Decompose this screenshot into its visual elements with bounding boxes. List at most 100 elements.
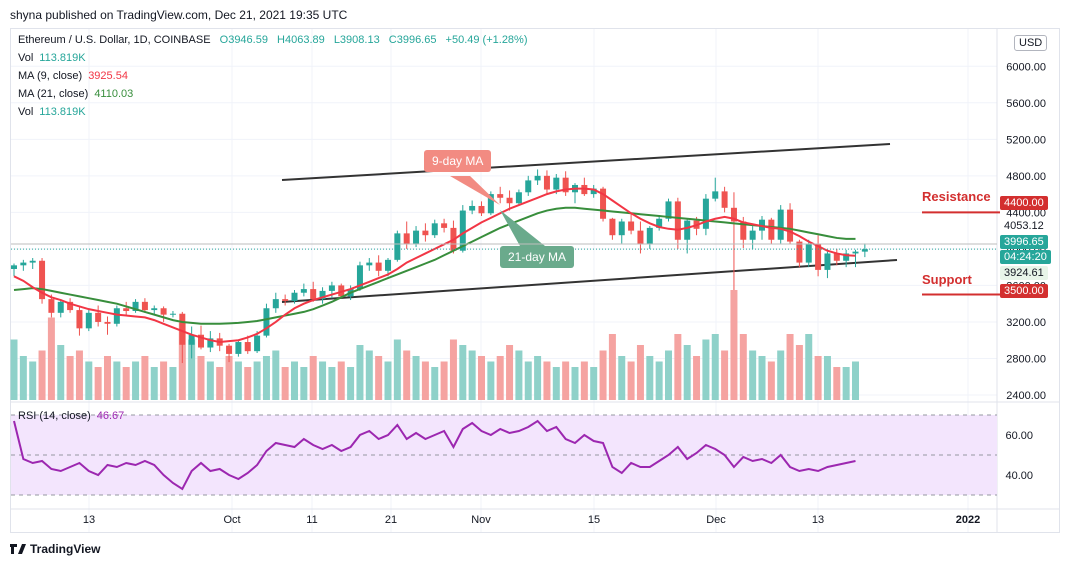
- volume-bar: [319, 361, 327, 400]
- volume-bar: [823, 356, 831, 400]
- volume-bar: [674, 334, 682, 400]
- candle-body: [553, 177, 560, 190]
- volume-bar: [758, 356, 766, 400]
- support-label: Support: [922, 272, 972, 287]
- volume-bar: [403, 350, 411, 400]
- volume-bar: [711, 334, 719, 400]
- candle-body: [515, 192, 522, 204]
- candle-body: [48, 299, 55, 313]
- candle-body: [254, 335, 261, 352]
- legend-volume[interactable]: Vol 113.819K: [18, 52, 86, 64]
- volume-bar: [272, 350, 280, 400]
- tradingview-logo[interactable]: TradingView: [10, 542, 100, 556]
- y-tick-label: 5200.00: [1006, 134, 1046, 146]
- candle-body: [403, 233, 410, 245]
- volume-bar: [730, 290, 738, 400]
- volume-bar: [169, 367, 177, 400]
- candle-body: [141, 301, 148, 311]
- candle-body: [852, 251, 859, 254]
- candle-body: [824, 253, 831, 270]
- candle-body: [487, 194, 494, 214]
- x-tick-label: 13: [83, 514, 95, 526]
- ma21-label: MA (21, close): [18, 88, 89, 100]
- volume-bar: [814, 356, 822, 400]
- candle-body: [366, 262, 373, 266]
- candle-body: [730, 207, 737, 222]
- x-tick-label: 21: [385, 514, 397, 526]
- volume-bar: [777, 350, 785, 400]
- ohlc-open: O3946.59: [219, 34, 268, 46]
- candle-body: [861, 249, 868, 252]
- volume-bar: [38, 350, 46, 400]
- volume-bar: [627, 361, 635, 400]
- volume-bar: [431, 367, 439, 400]
- tradingview-text: TradingView: [30, 542, 101, 556]
- volume-bar: [655, 361, 663, 400]
- tradingview-icon: [10, 544, 26, 554]
- candle-body: [207, 338, 214, 348]
- volume-bar: [739, 334, 747, 400]
- x-tick-label: Oct: [223, 514, 240, 526]
- candle-body: [562, 177, 569, 193]
- candle-body: [263, 308, 270, 336]
- volume-bar: [412, 356, 420, 400]
- ohlc-close: C3996.65: [388, 34, 437, 46]
- volume-bar: [94, 367, 102, 400]
- candle-body: [67, 301, 74, 311]
- volume-bar: [571, 367, 579, 400]
- volume-bar: [253, 361, 261, 400]
- legend-ma9[interactable]: MA (9, close) 3925.54: [18, 70, 128, 82]
- legend-volume-2[interactable]: Vol 113.819K: [18, 106, 86, 118]
- volume-bar: [590, 367, 598, 400]
- candle-body: [646, 227, 653, 245]
- rsi-tick-label: 60.00: [1005, 430, 1033, 442]
- candle-body: [506, 197, 513, 204]
- candle-body: [169, 313, 176, 315]
- volume-bar: [375, 356, 383, 400]
- volume-bar: [188, 339, 196, 400]
- candle-body: [11, 265, 17, 269]
- candle-body: [665, 201, 672, 219]
- candle-body: [833, 253, 840, 261]
- y-tick-label: 5600.00: [1006, 98, 1046, 110]
- rsi-tick-label: 40.00: [1005, 470, 1033, 482]
- y-tick-label: 4400.00: [1006, 207, 1046, 219]
- candle-body: [104, 321, 111, 324]
- candle-body: [95, 312, 102, 322]
- legend-rsi[interactable]: RSI (14, close) 46.67: [18, 410, 124, 422]
- volume-bar: [365, 350, 373, 400]
- volume-bar: [10, 339, 18, 400]
- volume-bar: [580, 361, 588, 400]
- ma21-annotation-pointer: [500, 210, 545, 246]
- volume-bar: [506, 345, 514, 400]
- candle-body: [244, 342, 251, 352]
- ma21-line: [13, 206, 856, 325]
- legend-ma21[interactable]: MA (21, close) 4110.03: [18, 88, 133, 100]
- candle-body: [478, 205, 485, 214]
- candle-body: [637, 230, 644, 245]
- candle-body: [385, 259, 391, 271]
- candle-body: [796, 241, 803, 263]
- candle-body: [656, 218, 663, 228]
- volume-bar: [552, 367, 560, 400]
- volume-bar: [487, 361, 495, 400]
- y-tick-label: 6000.00: [1006, 61, 1046, 73]
- currency-button[interactable]: USD: [1014, 35, 1048, 51]
- candle-body: [534, 175, 541, 181]
- candle-body: [76, 310, 83, 329]
- volume2-label: Vol: [18, 106, 34, 118]
- volume-bar: [842, 367, 850, 400]
- y-tick-label: 4800.00: [1006, 171, 1046, 183]
- volume-bar: [786, 334, 794, 400]
- candle-body: [787, 209, 794, 242]
- symbol-title[interactable]: Ethereum / U.S. Dollar, 1D, COINBASE: [18, 34, 211, 46]
- volume-bar: [693, 356, 701, 400]
- candle-body: [497, 194, 504, 198]
- candle-body: [300, 289, 307, 293]
- ma9-label: MA (9, close): [18, 70, 83, 82]
- x-tick-label: 2022: [956, 514, 980, 526]
- candle-body: [805, 244, 812, 263]
- y-tick-label: 3200.00: [1006, 317, 1046, 329]
- candle-body: [291, 292, 298, 301]
